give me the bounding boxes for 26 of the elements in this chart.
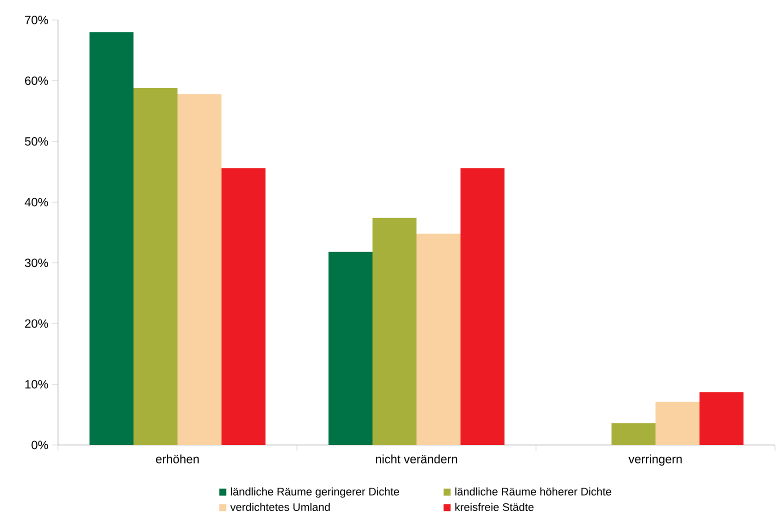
bar	[612, 423, 656, 445]
y-tick-label: 40%	[24, 198, 48, 206]
y-tick-label: 70%	[25, 16, 48, 24]
bar	[460, 168, 504, 445]
x-tick-label: verringern	[628, 454, 682, 466]
y-tick-label: 20%	[25, 319, 48, 328]
legend-label: ländliche Räume höherer Dichte	[455, 487, 612, 496]
bar	[700, 392, 744, 445]
y-tick-label: 0%	[32, 440, 48, 450]
bar	[328, 252, 373, 445]
bar	[90, 32, 134, 445]
bar	[134, 88, 178, 445]
bar	[656, 402, 700, 445]
legend-label: kreisfreie Städte	[455, 502, 534, 511]
x-tick-label: nicht verändern	[376, 454, 458, 464]
bar	[372, 218, 417, 445]
y-tick-label: 30%	[24, 258, 48, 268]
y-tick-label: 50%	[24, 137, 48, 146]
y-tick-label: 10%	[25, 380, 48, 389]
bar	[178, 94, 222, 445]
legend-label: ländliche Räume geringerer Dichte	[230, 487, 400, 498]
bar	[222, 168, 266, 445]
x-tick-label: erhöhen	[156, 454, 199, 464]
legend-label: verdichtetes Umland	[230, 502, 330, 511]
y-tick-label: 60%	[25, 76, 48, 85]
bar	[416, 234, 461, 445]
